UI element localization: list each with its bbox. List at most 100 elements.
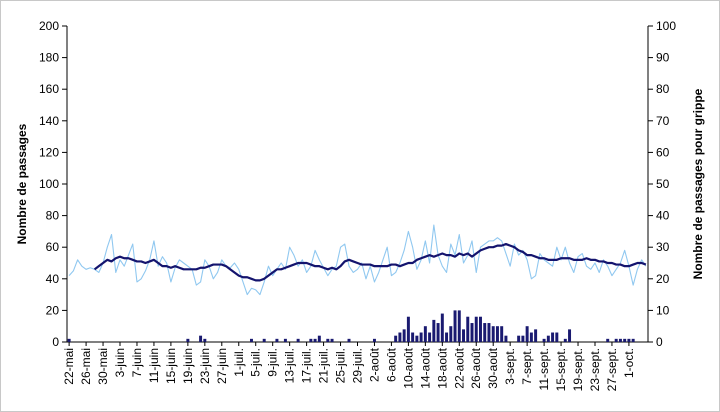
x-tick-label: 3-sept. (503, 348, 517, 385)
bar (67, 338, 71, 342)
y2-tick-label: 20 (656, 272, 670, 286)
bar (495, 326, 499, 342)
x-tick-label: 11-juin (147, 348, 161, 383)
bar (546, 335, 550, 342)
bar (313, 338, 317, 342)
x-tick-label: 1-juil. (232, 348, 246, 377)
bar (491, 326, 495, 342)
y-tick-label: 180 (39, 51, 59, 65)
x-tick-label: 18-août (435, 347, 449, 388)
x-tick-label: 30-août (486, 347, 500, 388)
bar (398, 332, 402, 342)
x-tick-label: 3-juin (113, 348, 127, 377)
bar (529, 332, 533, 342)
y-tick-label: 40 (46, 272, 60, 286)
bar (487, 323, 491, 342)
x-tick-label: 29-juil. (351, 348, 365, 383)
bar (406, 316, 410, 342)
x-tick-label: 25-juil. (334, 348, 348, 383)
x-tick-label: 30-mai (96, 348, 110, 385)
bar (551, 332, 555, 342)
bar (470, 323, 474, 342)
bar (423, 326, 427, 342)
x-tick-label: 9-juil. (266, 348, 280, 377)
bar (517, 335, 521, 342)
x-tick-label: 26-août (469, 347, 483, 388)
bar (419, 332, 423, 342)
x-tick-label: 1-oct. (622, 348, 636, 378)
bar (326, 338, 330, 342)
bar (445, 332, 449, 342)
bar (262, 338, 266, 342)
x-tick-label: 7-sept. (520, 348, 534, 385)
x-tick-label: 10-août (401, 347, 415, 388)
bar (534, 329, 538, 342)
bar (555, 332, 559, 342)
x-tick-label: 22-août (452, 347, 466, 388)
bar (483, 323, 487, 342)
bar (432, 319, 436, 342)
bar (317, 335, 321, 342)
x-tick-label: 15-juin (164, 348, 178, 384)
x-tick-label: 7-juin (130, 348, 144, 377)
x-tick-label: 2-août (367, 347, 381, 382)
bar (309, 338, 313, 342)
bar (542, 338, 546, 342)
bar (330, 338, 334, 342)
bar (283, 338, 287, 342)
y-tick-label: 0 (52, 335, 59, 349)
bar (394, 335, 398, 342)
y-axis-title: Nombre de passages (15, 123, 29, 244)
y2-tick-label: 90 (656, 51, 670, 65)
y2-tick-label: 70 (656, 114, 670, 128)
bar (521, 335, 525, 342)
bar (453, 310, 457, 342)
x-tick-label: 5-juil. (249, 348, 263, 377)
x-tick-label: 15-sept. (554, 348, 568, 391)
x-tick-label: 19-juin (181, 348, 195, 384)
y2-tick-label: 30 (656, 240, 670, 254)
x-tick-label: 23-juin (198, 348, 212, 384)
x-tick-label: 17-juil. (300, 348, 314, 383)
bar (568, 329, 572, 342)
bar (199, 335, 203, 342)
bar (347, 338, 351, 342)
bar (500, 326, 504, 342)
bar (563, 338, 567, 342)
x-tick-label: 26-mai (79, 348, 93, 385)
line (68, 224, 647, 296)
bar (606, 338, 610, 342)
y-tick-label: 20 (46, 303, 60, 317)
bar (203, 338, 207, 342)
bar (479, 316, 482, 342)
bar (623, 338, 627, 342)
y2-tick-label: 0 (656, 335, 663, 349)
y2-tick-label: 10 (656, 303, 670, 317)
y-tick-label: 160 (39, 82, 59, 96)
bar (411, 332, 415, 342)
bar (631, 338, 635, 342)
bar (275, 338, 279, 342)
y-tick-label: 120 (39, 145, 59, 159)
y-tick-label: 100 (39, 177, 59, 191)
bar (296, 338, 300, 342)
bar (457, 310, 461, 342)
y-tick-label: 80 (46, 209, 60, 223)
x-tick-label: 22-mai (62, 348, 76, 385)
x-tick-label: 11-sept. (537, 348, 551, 390)
x-tick-label: 23-sept. (588, 348, 602, 391)
bar (440, 313, 444, 342)
line (93, 242, 647, 282)
x-tick-label: 21-juil. (317, 348, 331, 383)
bar (428, 332, 432, 342)
y-tick-label: 200 (39, 19, 59, 33)
x-tick-label: 19-sept. (571, 348, 585, 391)
bar (436, 323, 440, 342)
y2-tick-label: 50 (656, 177, 670, 191)
x-tick-label: 27-sept. (605, 348, 619, 391)
bar (614, 338, 618, 342)
bar (618, 338, 622, 342)
y2-tick-label: 60 (656, 145, 670, 159)
bar (186, 338, 190, 342)
